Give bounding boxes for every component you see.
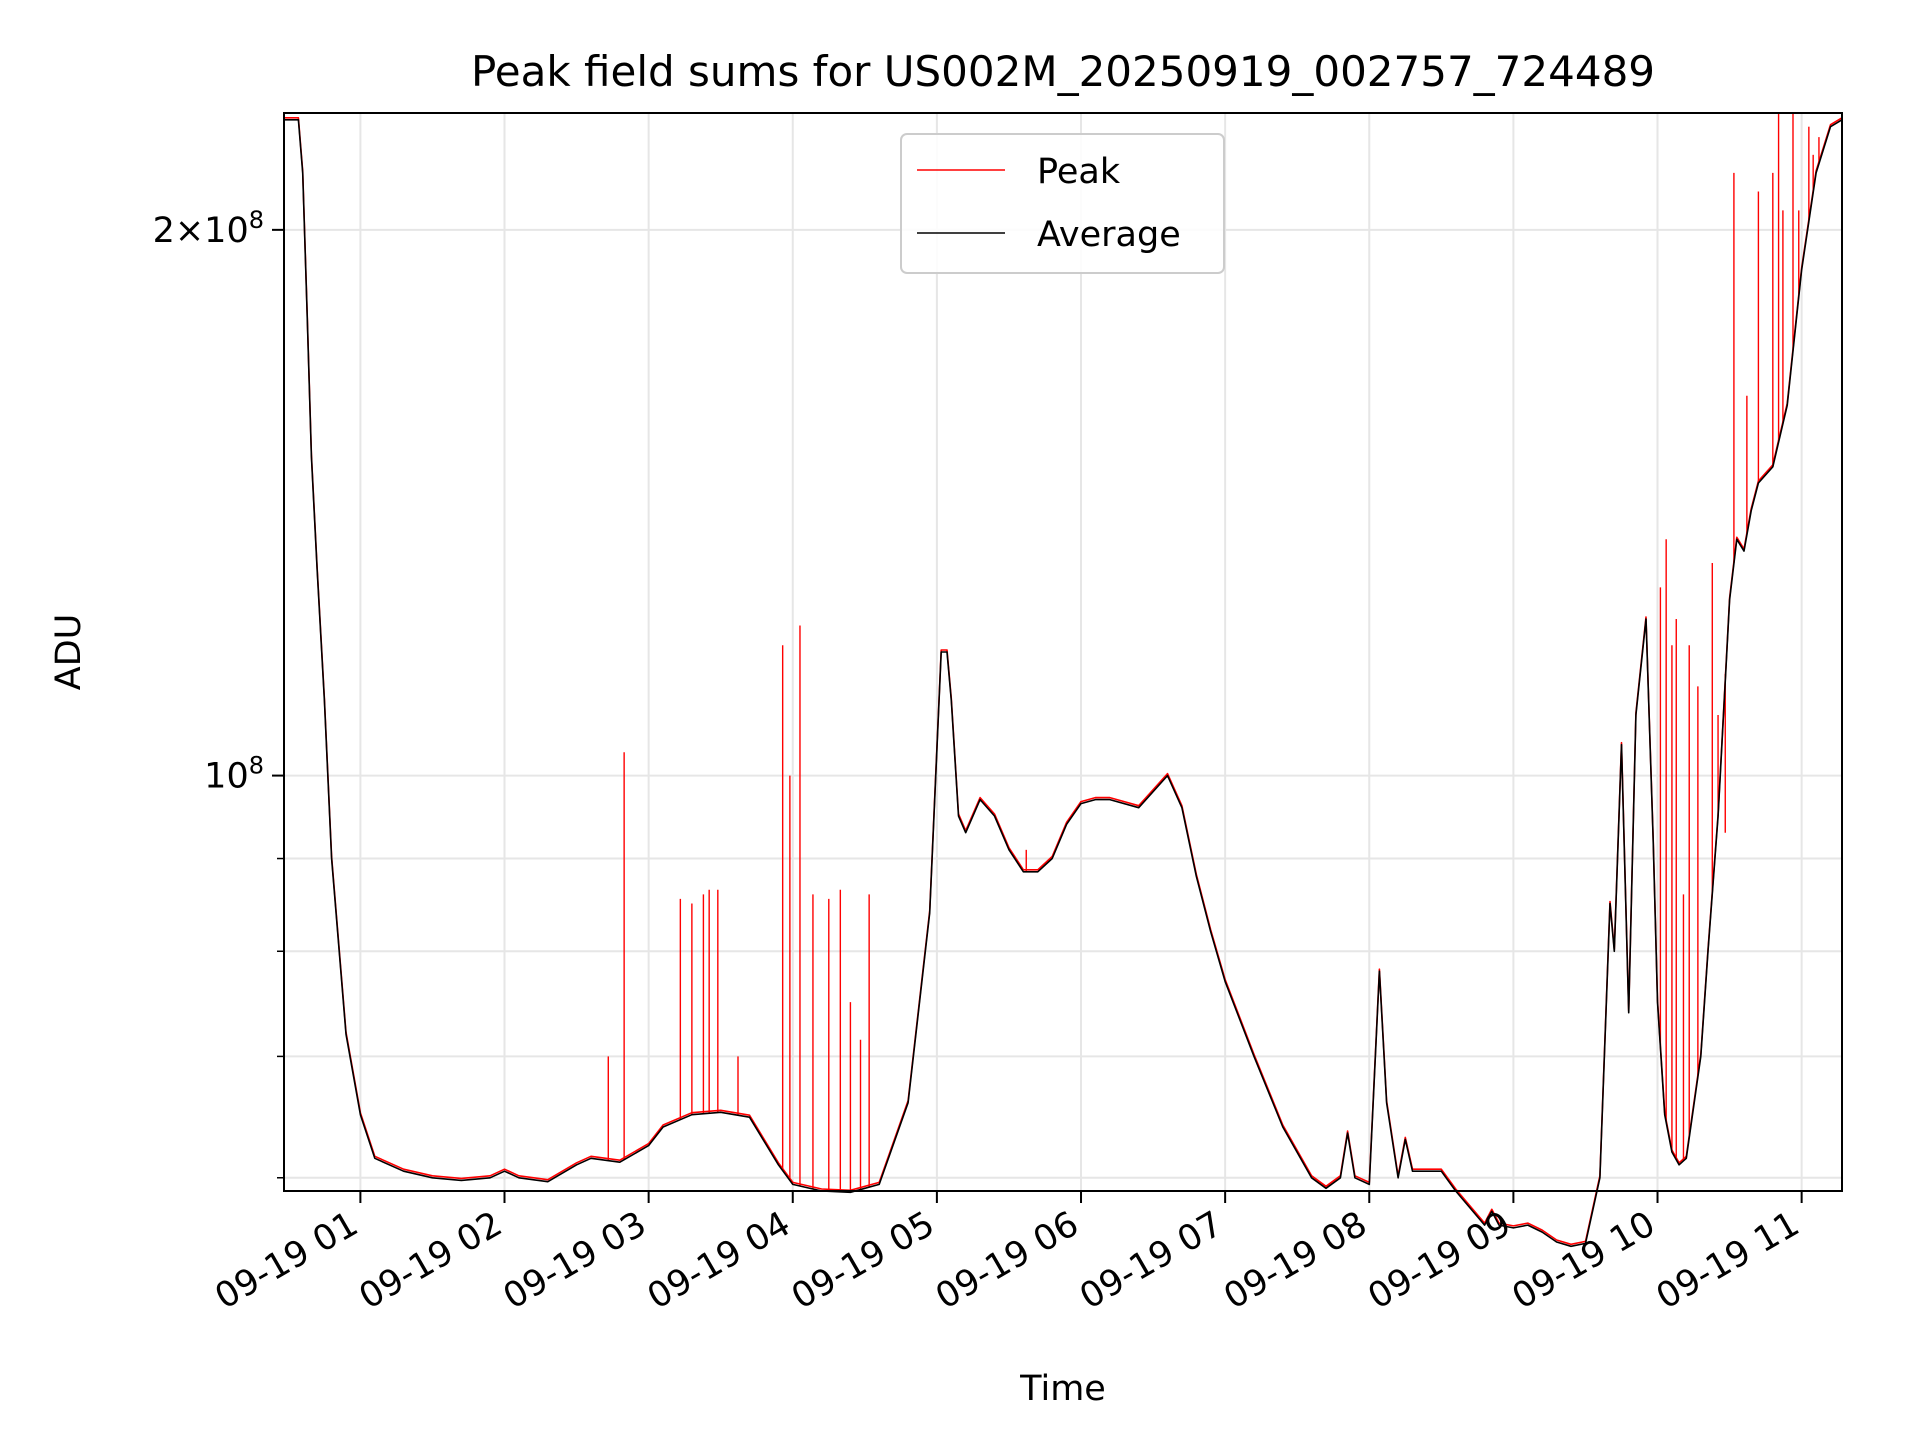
average-series-line	[284, 119, 1843, 1248]
legend-peak-label: Peak	[1037, 152, 1121, 192]
legend: Peak Average	[900, 133, 1225, 274]
y-tick-exponent: 8	[249, 752, 264, 780]
series-group	[284, 113, 1843, 1248]
y-tick-exponent: 8	[249, 206, 264, 234]
chart-title: Peak field sums for US002M_20250919_0027…	[471, 47, 1655, 96]
y-tick-coefficient: 2×	[153, 211, 205, 251]
y-tick-label: 2×108	[153, 206, 264, 251]
grid	[284, 113, 1842, 1191]
x-axis-label: Time	[1019, 1369, 1106, 1409]
y-axis-label: ADU	[49, 614, 89, 691]
legend-box	[900, 133, 1225, 274]
y-tick-base: 10	[204, 757, 249, 797]
plot-frame	[283, 112, 1843, 1192]
y-tick-base: 10	[204, 211, 249, 251]
y-tick-label: 108	[204, 752, 264, 797]
legend-average-label: Average	[1037, 215, 1181, 255]
